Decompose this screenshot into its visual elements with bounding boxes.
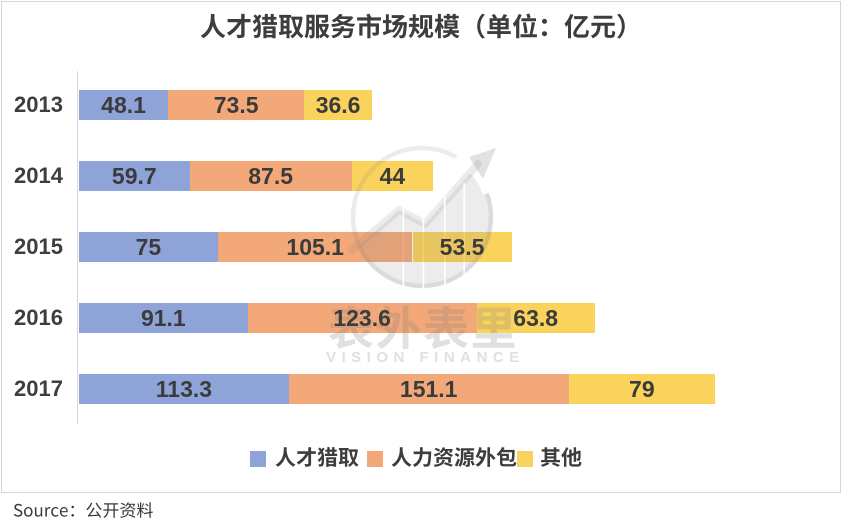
svg-text:VISION FINANCE: VISION FINANCE [326, 349, 525, 366]
